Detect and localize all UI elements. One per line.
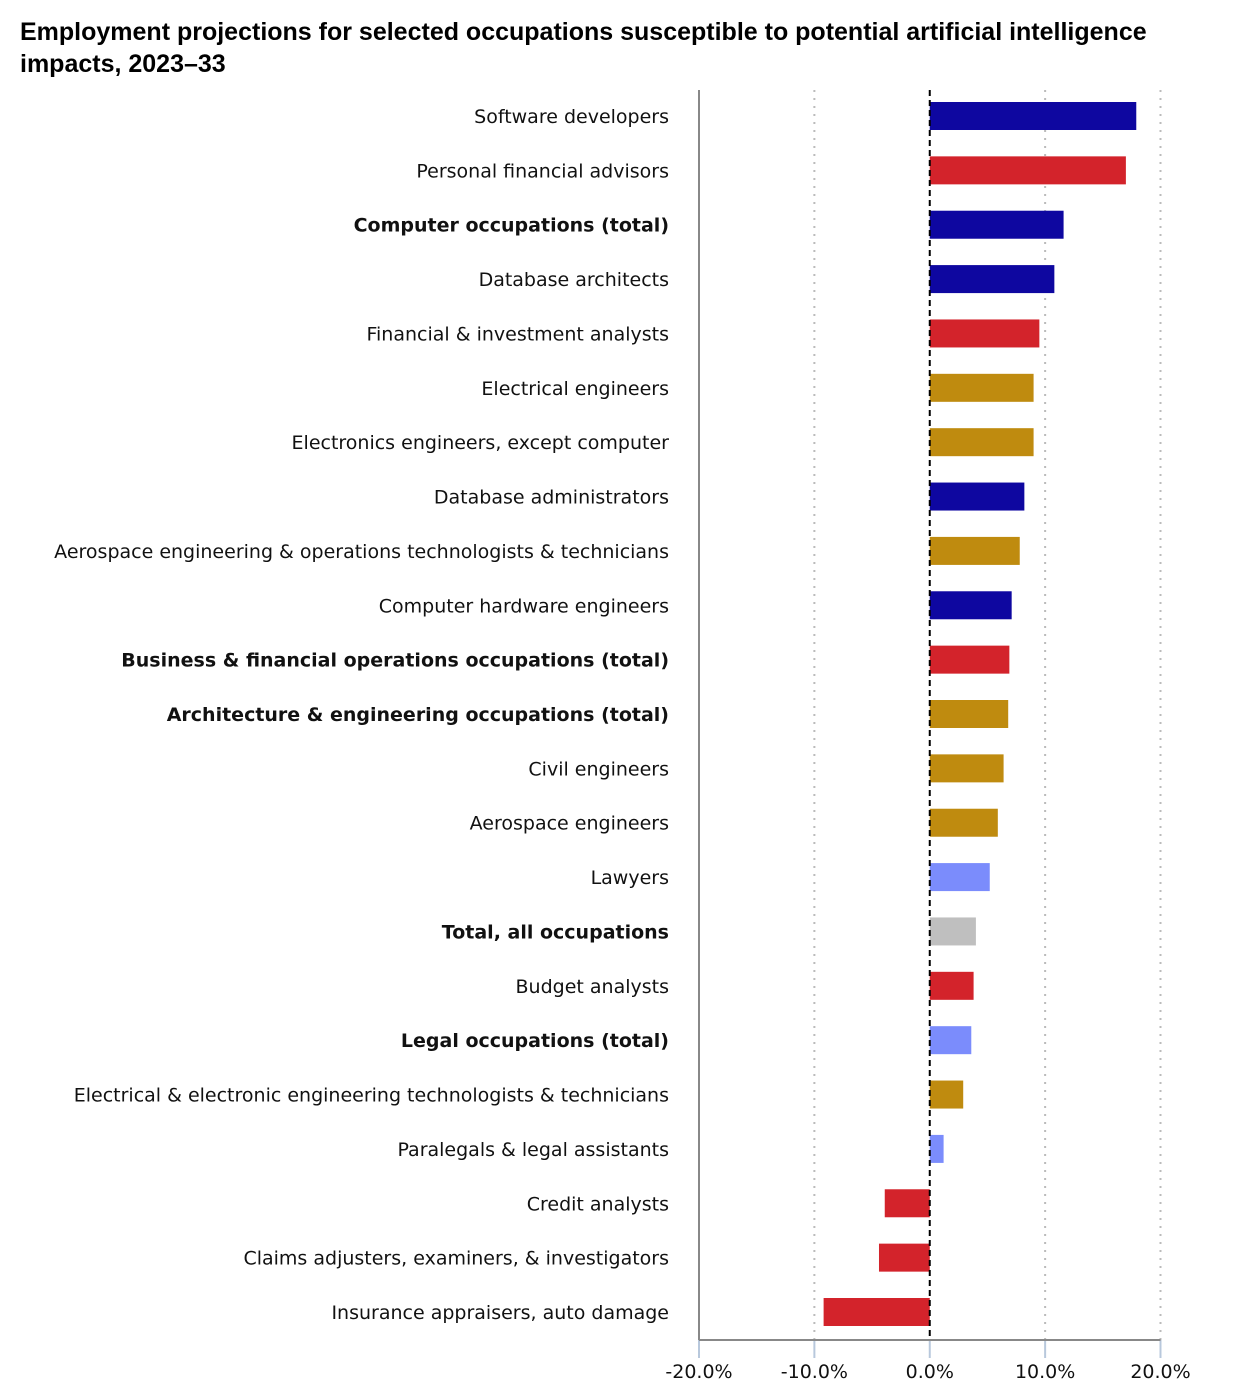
category-label: Aerospace engineers: [470, 813, 669, 835]
bar: [929, 373, 1034, 402]
bar: [929, 536, 1020, 565]
category-label: Electronics engineers, except computer: [292, 432, 670, 454]
category-label: Software developers: [474, 106, 669, 128]
x-tick-label: 0.0%: [906, 1361, 954, 1383]
category-label: Total, all occupations: [442, 921, 669, 943]
x-tick-label: -10.0%: [781, 1361, 848, 1383]
x-tick-label: -20.0%: [665, 1361, 732, 1383]
bar: [929, 265, 1055, 294]
bar: [929, 1134, 944, 1163]
category-label: Aerospace engineering & operations techn…: [54, 541, 669, 563]
bar: [929, 917, 976, 946]
category-label: Database architects: [479, 269, 669, 291]
category-label: Insurance appraisers, auto damage: [331, 1302, 669, 1324]
category-label: Architecture & engineering occupations (…: [167, 704, 669, 726]
bar: [929, 700, 1009, 728]
bar: [929, 863, 990, 892]
category-label: Business & financial operations occupati…: [121, 650, 669, 672]
bar: [929, 210, 1064, 239]
category-label: Lawyers: [591, 867, 669, 889]
category-label: Computer hardware engineers: [379, 595, 669, 617]
bar: [929, 102, 1137, 130]
bar: [929, 808, 998, 837]
category-label: Electrical & electronic engineering tech…: [74, 1085, 669, 1107]
x-tick-label: 20.0%: [1130, 1361, 1190, 1383]
category-label: Legal occupations (total): [401, 1030, 669, 1052]
category-label: Claims adjusters, examiners, & investiga…: [243, 1248, 669, 1270]
bar: [929, 428, 1034, 457]
category-label: Civil engineers: [528, 758, 669, 780]
bar: [929, 971, 974, 1000]
bar: [884, 1189, 930, 1218]
bar: [823, 1298, 930, 1326]
category-label: Database administrators: [434, 487, 669, 509]
bar: [929, 156, 1126, 185]
category-label: Computer occupations (total): [354, 215, 669, 237]
bar: [929, 1080, 964, 1109]
category-label: Personal financial advisors: [416, 160, 669, 182]
bar: [929, 482, 1025, 511]
bar: [929, 754, 1004, 783]
chart-title: Employment projections for selected occu…: [20, 18, 1147, 78]
category-label: Paralegals & legal assistants: [397, 1139, 669, 1161]
bar: [929, 319, 1040, 348]
category-label: Budget analysts: [516, 976, 669, 998]
bar: [878, 1243, 930, 1272]
bar: [929, 591, 1012, 620]
category-label: Credit analysts: [527, 1193, 669, 1215]
category-label: Financial & investment analysts: [366, 323, 669, 345]
x-tick-label: 10.0%: [1015, 1361, 1075, 1383]
bar: [929, 1026, 972, 1055]
category-label: Electrical engineers: [481, 378, 669, 400]
bar: [929, 645, 1010, 674]
